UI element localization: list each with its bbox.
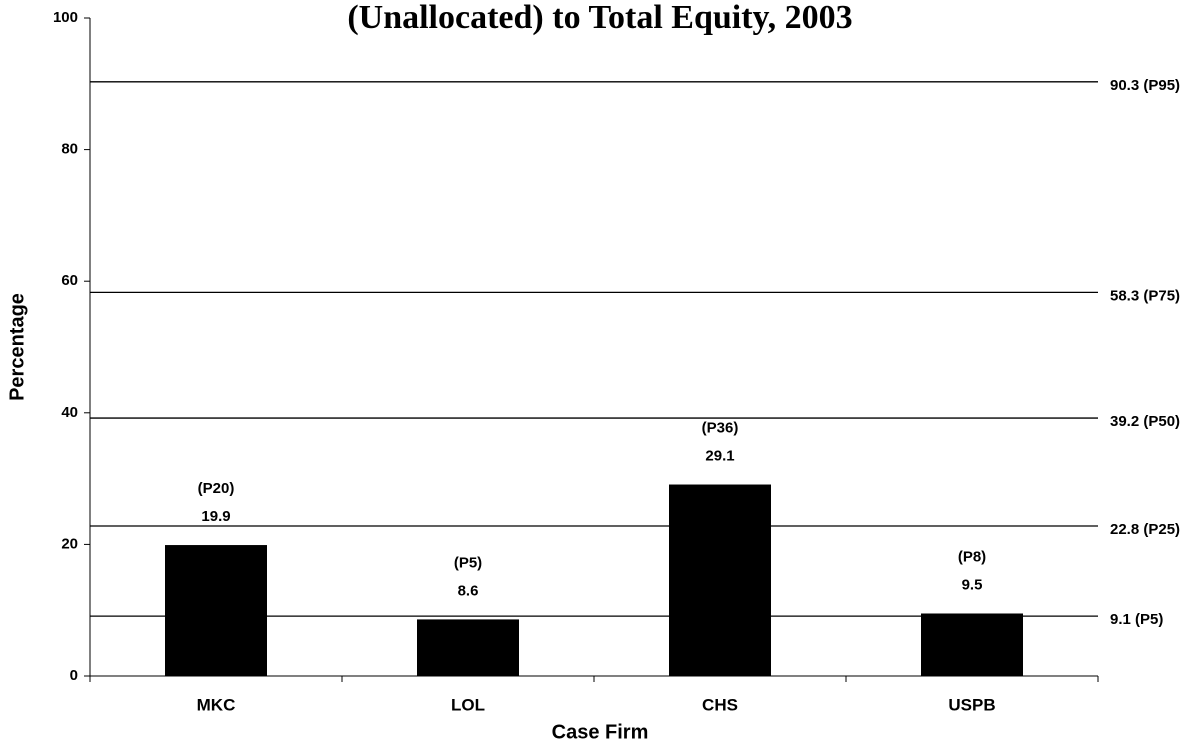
reference-label: 39.2 (P50)	[1110, 413, 1180, 430]
x-tick-label: CHS	[702, 695, 738, 714]
percentile-label: (P36)	[702, 419, 739, 436]
x-tick-label: LOL	[451, 695, 485, 714]
y-tick-label: 40	[61, 404, 78, 421]
bar	[669, 484, 771, 676]
bar	[417, 619, 519, 676]
value-label: 8.6	[458, 582, 479, 599]
chart-title: (Unallocated) to Total Equity, 2003	[347, 0, 852, 36]
reference-label: 90.3 (P95)	[1110, 77, 1180, 94]
value-label: 9.5	[962, 576, 983, 593]
x-tick-label: MKC	[197, 695, 236, 714]
x-axis-title: Case Firm	[552, 721, 649, 743]
value-label: 19.9	[201, 508, 230, 525]
y-tick-label: 80	[61, 141, 78, 158]
value-label: 29.1	[705, 447, 734, 464]
bar	[921, 613, 1023, 676]
y-axis-title: Percentage	[6, 293, 28, 401]
y-tick-label: 0	[70, 667, 78, 684]
percentile-label: (P20)	[198, 480, 235, 497]
reference-label: 22.8 (P25)	[1110, 521, 1180, 538]
bar	[165, 545, 267, 676]
percentile-label: (P8)	[958, 548, 986, 565]
percentile-label: (P5)	[454, 554, 482, 571]
reference-label: 9.1 (P5)	[1110, 611, 1163, 628]
y-tick-label: 60	[61, 272, 78, 289]
y-tick-label: 100	[53, 9, 78, 26]
reference-label: 58.3 (P75)	[1110, 287, 1180, 304]
x-tick-label: USPB	[948, 695, 995, 714]
y-tick-label: 20	[61, 535, 78, 552]
